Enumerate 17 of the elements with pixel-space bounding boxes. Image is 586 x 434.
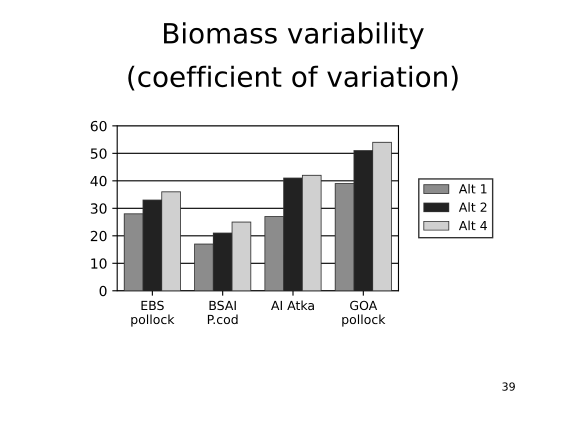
y-tick-label: 30 [90,203,107,214]
y-tick-label: 60 [90,120,107,132]
legend-label: Alt 1 [458,184,486,194]
text: 39 [502,382,515,391]
y-tick-label: 0 [100,286,107,296]
y-tick-label: 10 [91,258,107,269]
chart-subtitle: (coefficient of variation) [128,66,458,90]
x-tick-label: BSAI P.cod [208,300,238,324]
legend-label: Alt 4 [458,220,487,230]
legend-label: Alt 2 [458,202,486,212]
chart-title: Biomass variability [164,22,424,50]
x-tick-label: EBS pollock [131,300,174,327]
y-tick-label: 50 [90,148,107,159]
x-tick-label: GOA pollock [342,300,386,327]
y-tick-label: 20 [90,230,107,242]
y-tick-label: 40 [90,176,107,186]
x-tick-label: AI Atka [271,300,314,310]
